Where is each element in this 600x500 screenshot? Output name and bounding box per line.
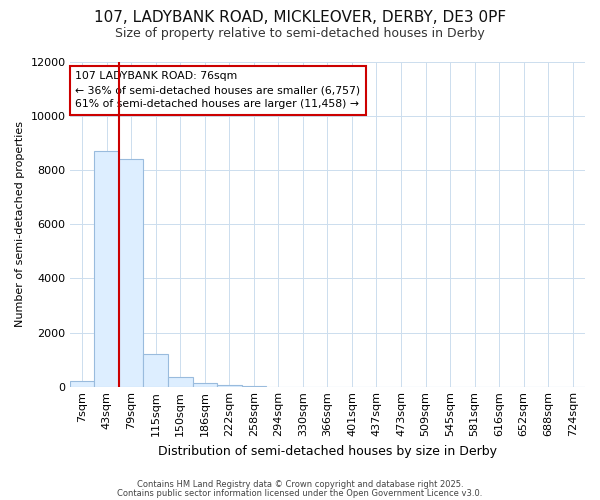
Bar <box>119 159 143 387</box>
Text: 107 LADYBANK ROAD: 76sqm
← 36% of semi-detached houses are smaller (6,757)
61% o: 107 LADYBANK ROAD: 76sqm ← 36% of semi-d… <box>75 72 360 110</box>
Text: Contains public sector information licensed under the Open Government Licence v3: Contains public sector information licen… <box>118 488 482 498</box>
Bar <box>143 354 168 387</box>
Text: Contains HM Land Registry data © Crown copyright and database right 2025.: Contains HM Land Registry data © Crown c… <box>137 480 463 489</box>
Text: Size of property relative to semi-detached houses in Derby: Size of property relative to semi-detach… <box>115 28 485 40</box>
Y-axis label: Number of semi-detached properties: Number of semi-detached properties <box>15 121 25 327</box>
Text: 107, LADYBANK ROAD, MICKLEOVER, DERBY, DE3 0PF: 107, LADYBANK ROAD, MICKLEOVER, DERBY, D… <box>94 10 506 25</box>
Bar <box>70 381 94 387</box>
Bar <box>94 151 119 387</box>
X-axis label: Distribution of semi-detached houses by size in Derby: Distribution of semi-detached houses by … <box>158 444 497 458</box>
Bar <box>193 384 217 387</box>
Bar <box>168 378 193 387</box>
Bar <box>217 385 242 387</box>
